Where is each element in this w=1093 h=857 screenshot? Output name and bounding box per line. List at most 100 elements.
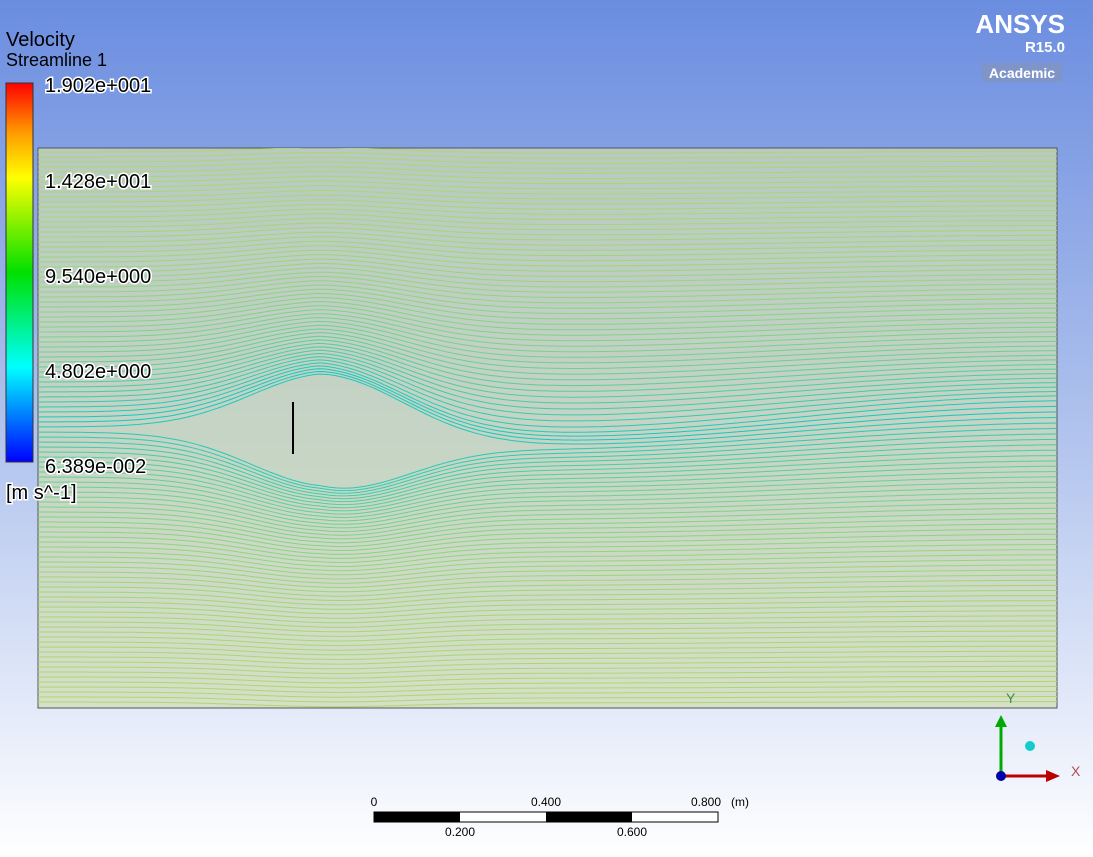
streamline <box>38 208 1057 220</box>
streamline <box>38 544 1057 567</box>
streamline <box>38 610 1057 624</box>
view-ball <box>1025 741 1035 751</box>
scale-label: 0 <box>371 795 378 809</box>
streamline <box>38 481 1057 522</box>
color-label: 6.389e-002 <box>45 456 146 478</box>
streamline <box>38 185 1057 195</box>
streamline <box>38 313 1057 347</box>
streamline <box>38 166 1057 174</box>
streamline <box>38 502 1057 536</box>
streamline <box>38 645 1057 656</box>
streamline <box>38 356 1057 416</box>
streamline <box>38 148 1057 154</box>
streamline <box>38 342 1057 392</box>
streamline <box>38 584 1057 601</box>
streamline <box>38 665 1057 674</box>
streamline <box>38 324 1057 364</box>
streamline <box>38 590 1057 606</box>
streamline <box>38 288 1057 315</box>
streamline <box>38 449 1057 503</box>
color-label: 1.902e+001 <box>45 75 151 97</box>
x-arrowhead <box>1046 770 1060 782</box>
streamline <box>38 305 1057 336</box>
streamline <box>38 486 1057 525</box>
streamline <box>38 373 1057 445</box>
streamline <box>38 559 1057 580</box>
color-label: 4.802e+000 <box>45 361 151 383</box>
streamline <box>38 433 1057 494</box>
streamline <box>38 349 1057 404</box>
streamline <box>38 156 1057 164</box>
streamline <box>38 691 1057 698</box>
streamline <box>38 650 1057 660</box>
streamline <box>38 476 1057 519</box>
streamline <box>38 190 1057 200</box>
streamline <box>38 701 1057 708</box>
scale-segment <box>546 812 632 822</box>
streamline <box>38 180 1057 190</box>
streamline <box>38 579 1057 597</box>
streamline <box>38 660 1057 670</box>
color-label: 1.428e+001 <box>45 171 151 193</box>
streamline <box>38 194 1057 205</box>
streamline <box>38 368 1057 437</box>
streamline <box>38 263 1057 283</box>
streamline <box>38 309 1057 342</box>
streamline <box>38 605 1057 619</box>
logo-edition: Academic <box>989 65 1055 81</box>
streamline <box>38 518 1057 548</box>
streamline <box>38 217 1057 231</box>
streamline <box>38 245 1057 262</box>
streamline <box>38 271 1057 293</box>
streamline <box>38 370 1057 441</box>
streamline <box>38 227 1057 241</box>
streamline <box>38 680 1057 689</box>
streamline <box>38 670 1057 679</box>
streamline <box>38 625 1057 637</box>
streamline <box>38 249 1057 267</box>
streamline <box>38 320 1057 358</box>
streamline <box>38 152 1057 159</box>
streamline <box>38 595 1057 610</box>
streamline <box>38 523 1057 552</box>
legend-object: Streamline 1 <box>6 50 107 70</box>
y-axis-label: Y <box>1006 690 1016 706</box>
streamline <box>38 301 1057 331</box>
streamline <box>38 280 1057 304</box>
streamline <box>38 175 1057 185</box>
logo-badge <box>982 63 1062 82</box>
streamline <box>38 549 1057 572</box>
streamline <box>38 276 1057 299</box>
y-arrowhead <box>995 715 1007 727</box>
streamline <box>38 365 1057 433</box>
scale-label: 0.600 <box>617 825 647 839</box>
streamline <box>38 460 1057 509</box>
streamline <box>38 292 1057 320</box>
streamline <box>38 359 1057 422</box>
scale-segment <box>374 812 460 822</box>
streamline <box>38 564 1057 584</box>
streamlines <box>38 148 1057 708</box>
streamline <box>38 362 1057 428</box>
logo-brand: ANSYS <box>975 9 1065 39</box>
streamline <box>38 267 1057 288</box>
streamline <box>38 222 1057 236</box>
streamline <box>38 317 1057 353</box>
streamline <box>38 296 1057 325</box>
streamline <box>38 635 1057 647</box>
streamline <box>38 240 1057 257</box>
streamline <box>38 696 1057 703</box>
streamline <box>38 339 1057 387</box>
streamline <box>38 465 1057 512</box>
streamline <box>38 346 1057 398</box>
streamline <box>38 427 1057 492</box>
streamline <box>38 492 1057 529</box>
streamline <box>38 620 1057 633</box>
streamline <box>38 254 1057 272</box>
streamline <box>38 438 1057 497</box>
x-axis-label: X <box>1071 763 1081 779</box>
streamline <box>38 569 1057 588</box>
scale-label: 0.800 <box>691 795 721 809</box>
streamline <box>38 328 1057 369</box>
streamline <box>38 615 1057 628</box>
